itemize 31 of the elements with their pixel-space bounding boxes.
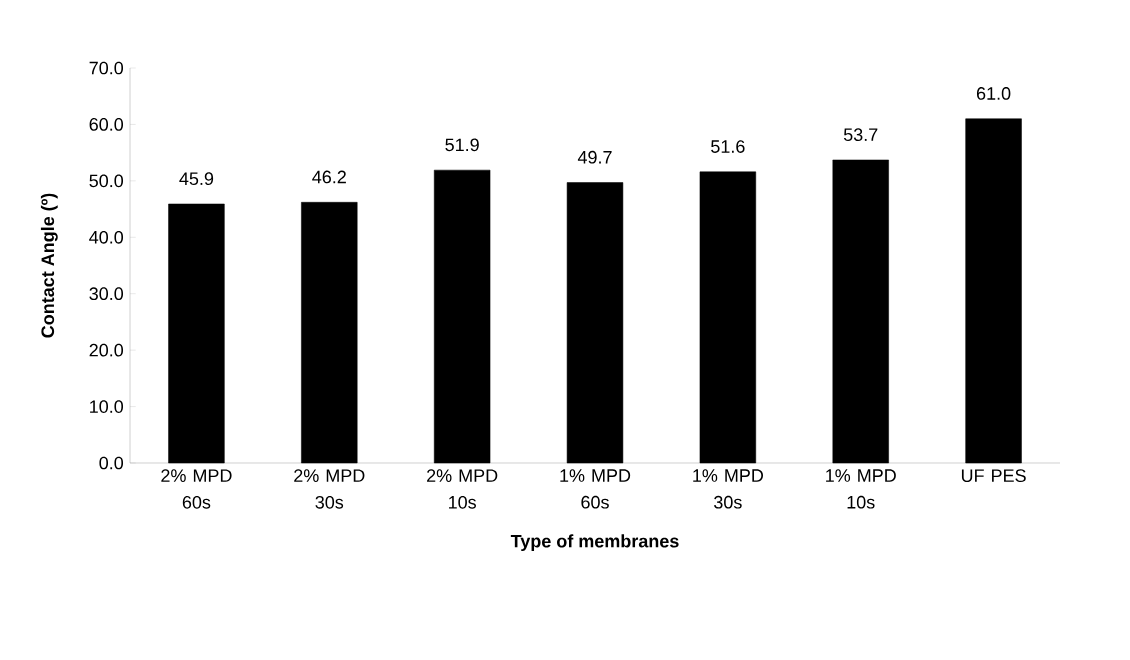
y-tick-label: 70.0 [89, 61, 124, 75]
y-tick-label: 50.0 [89, 174, 124, 188]
data-label: 51.6 [711, 140, 745, 153]
bar [965, 118, 1022, 464]
bar [832, 159, 889, 464]
data-label: 46.2 [312, 170, 346, 184]
bar [433, 169, 491, 464]
x-tick-label: 1% MPD 60s [560, 469, 631, 509]
x-tick-label: 2% MPD 30s [294, 469, 365, 509]
bar [168, 203, 225, 464]
x-tick-label: UF PES [961, 469, 1026, 482]
data-label: 53.7 [843, 128, 878, 142]
data-label: 45.9 [179, 172, 214, 186]
y-tick-label: 20.0 [89, 343, 124, 357]
x-tick-label: 1% MPD 30s [693, 469, 764, 509]
x-tick-label: 2% MPD 60s [161, 469, 232, 509]
data-label: 51.9 [445, 138, 479, 152]
y-tick-label: 0.0 [99, 456, 124, 470]
bar [699, 171, 757, 464]
y-tick-label: 60.0 [89, 118, 124, 131]
x-tick-label: 2% MPD 10s [427, 469, 498, 509]
data-label: 61.0 [976, 87, 1011, 100]
data-label: 49.7 [577, 150, 612, 164]
y-tick-label: 40.0 [89, 230, 124, 244]
bar [301, 202, 358, 464]
x-axis-title: Type of membranes [510, 534, 679, 552]
y-tick-label: 10.0 [90, 400, 124, 413]
bar [566, 182, 624, 464]
y-axis-title: Contact Angle (º) [40, 193, 58, 338]
x-tick-label: 1% MPD 10s [826, 469, 896, 509]
y-tick-label: 30.0 [89, 287, 124, 301]
